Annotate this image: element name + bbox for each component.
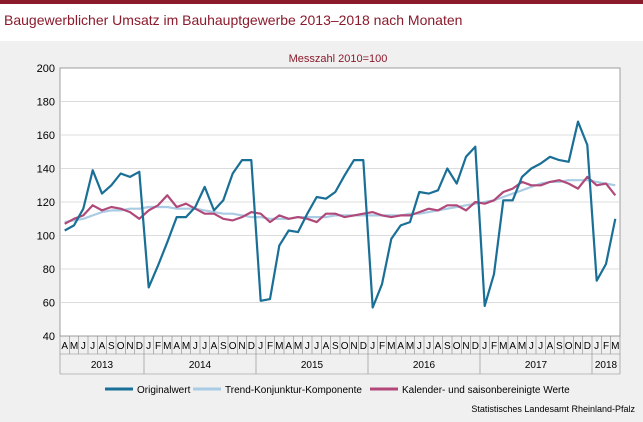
y-tick-label-140: 140 (37, 164, 55, 176)
x-year-label-2016: 2016 (413, 360, 436, 371)
x-month-label: N (574, 341, 581, 352)
x-month-label: D (136, 341, 143, 352)
x-month-label: J (529, 341, 534, 352)
x-month-label: A (211, 341, 218, 352)
x-month-label: A (509, 341, 516, 352)
x-month-label: O (117, 341, 125, 352)
x-month-label: J (258, 341, 263, 352)
x-month-label: N (462, 341, 469, 352)
x-month-label: O (565, 341, 573, 352)
y-tick-label-120: 120 (37, 197, 55, 209)
x-month-label: N (350, 341, 357, 352)
y-tick-label-160: 160 (37, 130, 55, 142)
y-tick-label-180: 180 (37, 97, 55, 109)
x-month-label: J (81, 341, 86, 352)
x-year-label-2015: 2015 (301, 360, 324, 371)
x-month-label: S (220, 341, 227, 352)
legend: Originalwert Trend-Konjunktur-Komponente K… (105, 385, 570, 396)
chart-title: Baugewerblicher Umsatz im Bauhauptgewerb… (4, 12, 463, 28)
x-month-label: J (426, 341, 431, 352)
x-month-label: M (499, 341, 507, 352)
x-month-label: S (556, 341, 563, 352)
x-month-label: J (370, 341, 375, 352)
x-month-label: O (341, 341, 349, 352)
x-month-label: J (202, 341, 207, 352)
x-month-label: N (126, 341, 133, 352)
x-month-label: A (323, 341, 330, 352)
x-year-label-2018: 2018 (595, 360, 618, 371)
x-month-label: A (435, 341, 442, 352)
x-month-label: A (173, 341, 180, 352)
x-month-label: O (229, 341, 237, 352)
x-month-label: J (482, 341, 487, 352)
y-tick-label-100: 100 (37, 231, 55, 243)
x-month-label: D (472, 341, 479, 352)
series-lines (64, 120, 617, 309)
x-month-label: J (594, 341, 599, 352)
x-month-label: A (285, 341, 292, 352)
x-month-label: S (108, 341, 115, 352)
x-month-label: S (444, 341, 451, 352)
x-month-label: M (611, 341, 619, 352)
y-tick-label-80: 80 (43, 264, 55, 276)
top-accent-bar (0, 0, 643, 4)
x-year-label-2017: 2017 (525, 360, 548, 371)
x-month-label: F (267, 341, 273, 352)
y-tick-label-200: 200 (37, 63, 55, 75)
x-month-label: M (294, 341, 302, 352)
x-month-label: A (61, 341, 68, 352)
x-month-label: S (332, 341, 339, 352)
x-year-label-2013: 2013 (91, 360, 114, 371)
x-month-label: O (453, 341, 461, 352)
x-month-label: M (70, 341, 78, 352)
series-line-saisonbereinigt (64, 175, 617, 225)
x-month-label: J (417, 341, 422, 352)
x-month-label: M (182, 341, 190, 352)
x-month-label: M (406, 341, 414, 352)
x-month-label: J (90, 341, 95, 352)
x-month-label: J (538, 341, 543, 352)
x-month-label: M (518, 341, 526, 352)
x-month-label: M (275, 341, 283, 352)
x-month-label: J (314, 341, 319, 352)
x-month-label: A (99, 341, 106, 352)
x-month-label: M (387, 341, 395, 352)
x-month-label: J (305, 341, 310, 352)
x-month-label: D (360, 341, 367, 352)
y-tick-label-40: 40 (43, 331, 55, 343)
x-month-label: J (146, 341, 151, 352)
y-tick-label-60: 60 (43, 298, 55, 310)
x-month-label: F (379, 341, 385, 352)
x-month-label: F (603, 341, 609, 352)
x-month-label: A (397, 341, 404, 352)
legend-label-1: Trend-Konjunktur-Komponente (225, 385, 362, 396)
gridlines (60, 101, 620, 303)
x-month-label: D (248, 341, 255, 352)
x-year-label-2014: 2014 (189, 360, 212, 371)
x-month-label: A (547, 341, 554, 352)
x-month-label: M (163, 341, 171, 352)
y-axis: 40 60 80 100 120 140 160 180 200 (37, 63, 55, 343)
chart-subtitle: Messzahl 2010=100 (289, 53, 388, 65)
series-line-originalwert (64, 120, 617, 309)
legend-label-2: Kalender- und saisonbereinigte Werte (402, 385, 570, 396)
x-month-label: N (238, 341, 245, 352)
x-month-label: F (155, 341, 161, 352)
x-month-label: D (584, 341, 591, 352)
x-month-label: J (193, 341, 198, 352)
source-note: Statistisches Landesamt Rheinland-Pfalz (471, 404, 635, 414)
legend-label-0: Originalwert (137, 385, 191, 396)
x-month-label: F (491, 341, 497, 352)
